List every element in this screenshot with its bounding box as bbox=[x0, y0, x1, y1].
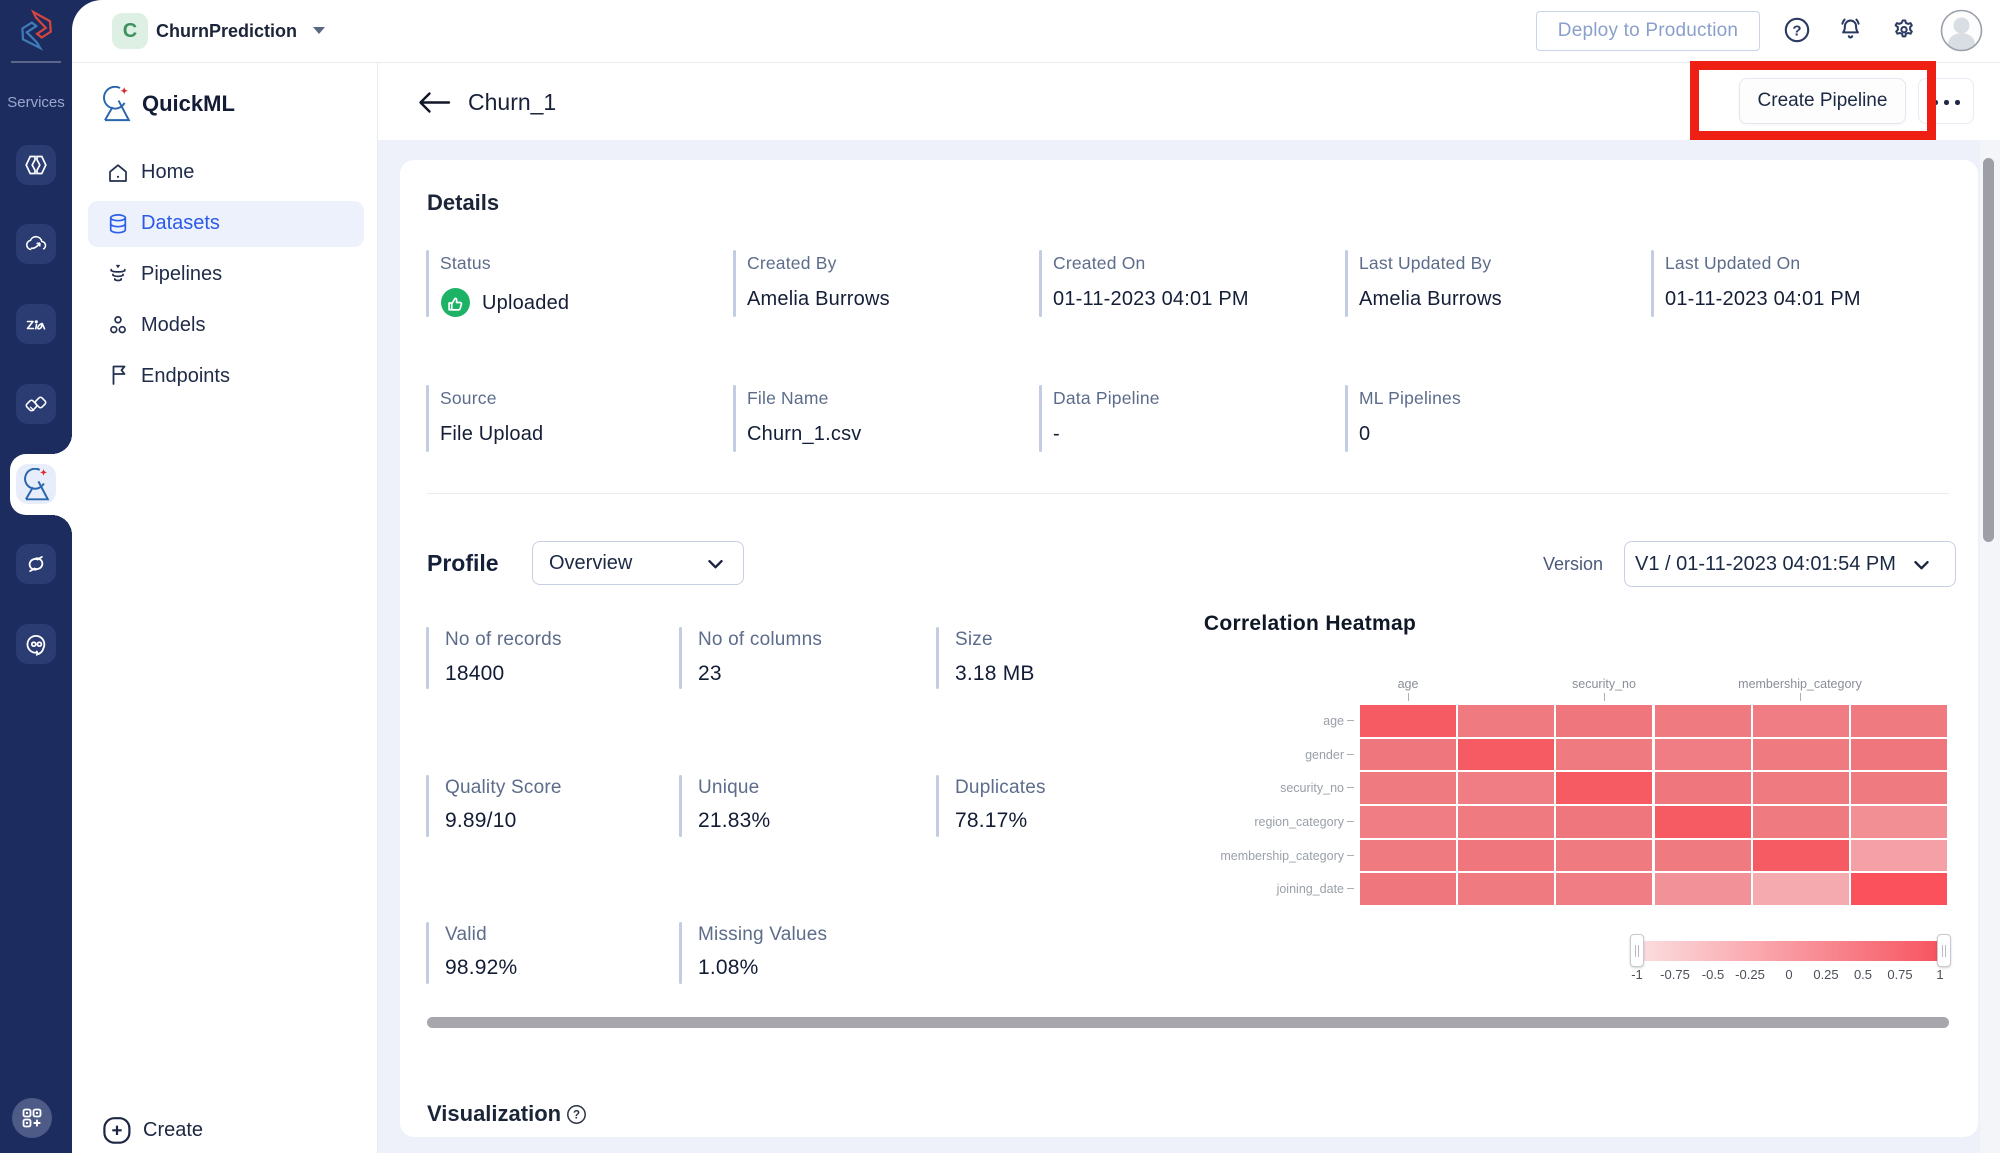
svg-text:?: ? bbox=[1792, 23, 1801, 40]
svg-text:?: ? bbox=[573, 1110, 580, 1122]
